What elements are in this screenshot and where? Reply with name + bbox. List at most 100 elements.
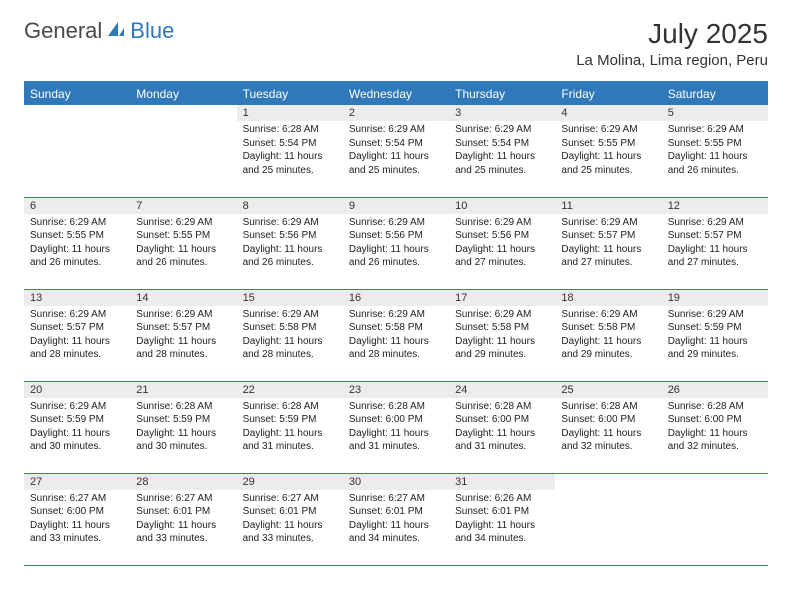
day-details: Sunrise: 6:28 AMSunset: 5:59 PMDaylight:… <box>130 398 236 458</box>
calendar-cell: 17Sunrise: 6:29 AMSunset: 5:58 PMDayligh… <box>449 289 555 381</box>
sunrise-text: Sunrise: 6:29 AM <box>243 308 337 322</box>
sunrise-text: Sunrise: 6:27 AM <box>349 492 443 506</box>
day-number: 17 <box>449 290 555 306</box>
sunset-text: Sunset: 5:57 PM <box>668 229 762 243</box>
day-number: 31 <box>449 474 555 490</box>
sunrise-text: Sunrise: 6:29 AM <box>561 216 655 230</box>
calendar-cell: 27Sunrise: 6:27 AMSunset: 6:00 PMDayligh… <box>24 473 130 565</box>
sunrise-text: Sunrise: 6:29 AM <box>668 308 762 322</box>
daylight-text: Daylight: 11 hours and 32 minutes. <box>561 427 655 454</box>
sunrise-text: Sunrise: 6:29 AM <box>561 123 655 137</box>
sunset-text: Sunset: 6:00 PM <box>455 413 549 427</box>
sunset-text: Sunset: 5:56 PM <box>349 229 443 243</box>
sunset-text: Sunset: 5:55 PM <box>561 137 655 151</box>
daylight-text: Daylight: 11 hours and 27 minutes. <box>668 243 762 270</box>
day-number: 6 <box>24 198 130 214</box>
sunset-text: Sunset: 6:00 PM <box>349 413 443 427</box>
day-details: Sunrise: 6:28 AMSunset: 5:59 PMDaylight:… <box>237 398 343 458</box>
weekday-header: Friday <box>555 82 661 105</box>
sunrise-text: Sunrise: 6:28 AM <box>455 400 549 414</box>
sunrise-text: Sunrise: 6:29 AM <box>136 308 230 322</box>
sunrise-text: Sunrise: 6:29 AM <box>349 123 443 137</box>
day-details: Sunrise: 6:29 AMSunset: 5:58 PMDaylight:… <box>555 306 661 366</box>
sunset-text: Sunset: 5:55 PM <box>668 137 762 151</box>
day-details: Sunrise: 6:29 AMSunset: 5:55 PMDaylight:… <box>130 214 236 274</box>
sunset-text: Sunset: 5:59 PM <box>243 413 337 427</box>
day-details: Sunrise: 6:29 AMSunset: 5:54 PMDaylight:… <box>449 121 555 181</box>
calendar-cell: 28Sunrise: 6:27 AMSunset: 6:01 PMDayligh… <box>130 473 236 565</box>
sunrise-text: Sunrise: 6:29 AM <box>349 216 443 230</box>
sunset-text: Sunset: 6:01 PM <box>349 505 443 519</box>
day-details: Sunrise: 6:26 AMSunset: 6:01 PMDaylight:… <box>449 490 555 550</box>
calendar-cell <box>24 105 130 197</box>
day-number: 30 <box>343 474 449 490</box>
sunrise-text: Sunrise: 6:28 AM <box>668 400 762 414</box>
sunrise-text: Sunrise: 6:29 AM <box>136 216 230 230</box>
day-details: Sunrise: 6:27 AMSunset: 6:01 PMDaylight:… <box>343 490 449 550</box>
sunrise-text: Sunrise: 6:28 AM <box>349 400 443 414</box>
calendar-cell: 2Sunrise: 6:29 AMSunset: 5:54 PMDaylight… <box>343 105 449 197</box>
calendar-cell <box>130 105 236 197</box>
sunset-text: Sunset: 6:01 PM <box>455 505 549 519</box>
sunrise-text: Sunrise: 6:26 AM <box>455 492 549 506</box>
sunset-text: Sunset: 5:59 PM <box>668 321 762 335</box>
daylight-text: Daylight: 11 hours and 26 minutes. <box>243 243 337 270</box>
day-number: 20 <box>24 382 130 398</box>
daylight-text: Daylight: 11 hours and 26 minutes. <box>136 243 230 270</box>
calendar-cell: 30Sunrise: 6:27 AMSunset: 6:01 PMDayligh… <box>343 473 449 565</box>
day-number: 21 <box>130 382 236 398</box>
day-number: 22 <box>237 382 343 398</box>
daylight-text: Daylight: 11 hours and 28 minutes. <box>243 335 337 362</box>
day-details: Sunrise: 6:28 AMSunset: 6:00 PMDaylight:… <box>662 398 768 458</box>
day-number: 19 <box>662 290 768 306</box>
daylight-text: Daylight: 11 hours and 28 minutes. <box>136 335 230 362</box>
calendar-cell: 11Sunrise: 6:29 AMSunset: 5:57 PMDayligh… <box>555 197 661 289</box>
calendar-cell: 22Sunrise: 6:28 AMSunset: 5:59 PMDayligh… <box>237 381 343 473</box>
calendar-head: Sunday Monday Tuesday Wednesday Thursday… <box>24 82 768 105</box>
calendar-cell: 20Sunrise: 6:29 AMSunset: 5:59 PMDayligh… <box>24 381 130 473</box>
sunset-text: Sunset: 5:58 PM <box>243 321 337 335</box>
daylight-text: Daylight: 11 hours and 29 minutes. <box>455 335 549 362</box>
day-number: 3 <box>449 105 555 121</box>
calendar-cell: 23Sunrise: 6:28 AMSunset: 6:00 PMDayligh… <box>343 381 449 473</box>
sunset-text: Sunset: 5:54 PM <box>455 137 549 151</box>
daylight-text: Daylight: 11 hours and 31 minutes. <box>243 427 337 454</box>
day-number: 24 <box>449 382 555 398</box>
sunrise-text: Sunrise: 6:27 AM <box>136 492 230 506</box>
sunset-text: Sunset: 5:59 PM <box>30 413 124 427</box>
weekday-header: Tuesday <box>237 82 343 105</box>
day-details: Sunrise: 6:29 AMSunset: 5:55 PMDaylight:… <box>555 121 661 181</box>
month-title: July 2025 <box>576 18 768 50</box>
sunset-text: Sunset: 5:59 PM <box>136 413 230 427</box>
sunrise-text: Sunrise: 6:28 AM <box>136 400 230 414</box>
calendar-cell: 24 Sunrise: 6:28 AMSunset: 6:00 PMDayligh… <box>449 381 555 473</box>
day-number: 25 <box>555 382 661 398</box>
day-number: 13 <box>24 290 130 306</box>
daylight-text: Daylight: 11 hours and 31 minutes. <box>455 427 549 454</box>
day-details: Sunrise: 6:29 AMSunset: 5:59 PMDaylight:… <box>24 398 130 458</box>
calendar-row: 1Sunrise: 6:28 AMSunset: 5:54 PMDaylight… <box>24 105 768 197</box>
day-details: Sunrise: 6:27 AMSunset: 6:00 PMDaylight:… <box>24 490 130 550</box>
sunset-text: Sunset: 6:00 PM <box>561 413 655 427</box>
calendar-row: 6Sunrise: 6:29 AMSunset: 5:55 PMDaylight… <box>24 197 768 289</box>
daylight-text: Daylight: 11 hours and 28 minutes. <box>349 335 443 362</box>
calendar-row: 13Sunrise: 6:29 AMSunset: 5:57 PMDayligh… <box>24 289 768 381</box>
calendar-cell: 13Sunrise: 6:29 AMSunset: 5:57 PMDayligh… <box>24 289 130 381</box>
calendar-cell: 16Sunrise: 6:29 AMSunset: 5:58 PMDayligh… <box>343 289 449 381</box>
day-details: Sunrise: 6:28 AMSunset: 6:00 PMDaylight:… <box>343 398 449 458</box>
weekday-header: Sunday <box>24 82 130 105</box>
calendar-cell: 3Sunrise: 6:29 AMSunset: 5:54 PMDaylight… <box>449 105 555 197</box>
day-details: Sunrise: 6:29 AMSunset: 5:58 PMDaylight:… <box>343 306 449 366</box>
sunset-text: Sunset: 5:56 PM <box>455 229 549 243</box>
calendar-row: 27Sunrise: 6:27 AMSunset: 6:00 PMDayligh… <box>24 473 768 565</box>
daylight-text: Daylight: 11 hours and 25 minutes. <box>243 150 337 177</box>
calendar-cell: 4Sunrise: 6:29 AMSunset: 5:55 PMDaylight… <box>555 105 661 197</box>
day-number: 18 <box>555 290 661 306</box>
daylight-text: Daylight: 11 hours and 31 minutes. <box>349 427 443 454</box>
day-number: 12 <box>662 198 768 214</box>
weekday-header: Thursday <box>449 82 555 105</box>
day-details: Sunrise: 6:29 AMSunset: 5:55 PMDaylight:… <box>662 121 768 181</box>
sunset-text: Sunset: 6:01 PM <box>136 505 230 519</box>
day-details: Sunrise: 6:29 AMSunset: 5:56 PMDaylight:… <box>237 214 343 274</box>
calendar-cell: 7Sunrise: 6:29 AMSunset: 5:55 PMDaylight… <box>130 197 236 289</box>
